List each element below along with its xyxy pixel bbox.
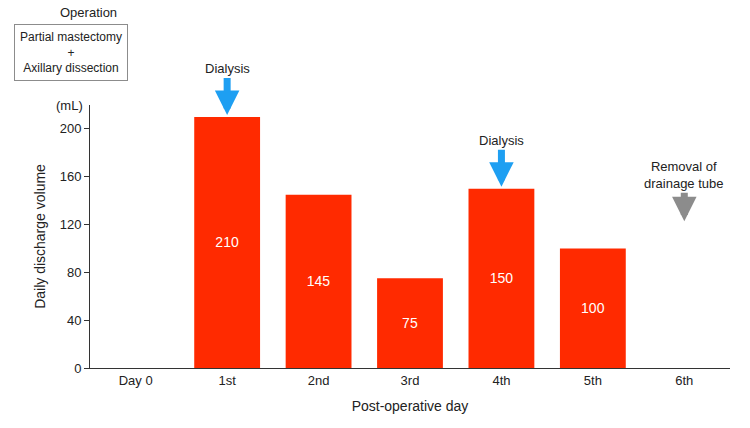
svg-text:160: 160 xyxy=(60,169,82,184)
svg-text:5th: 5th xyxy=(584,373,602,388)
svg-text:0: 0 xyxy=(74,361,81,376)
svg-text:2nd: 2nd xyxy=(308,373,330,388)
svg-text:200: 200 xyxy=(60,121,82,136)
svg-text:Dialysis: Dialysis xyxy=(205,61,250,76)
svg-text:75: 75 xyxy=(402,315,418,331)
svg-text:6th: 6th xyxy=(675,373,693,388)
svg-text:80: 80 xyxy=(67,265,81,280)
svg-text:210: 210 xyxy=(215,234,239,250)
svg-text:145: 145 xyxy=(307,273,331,289)
svg-text:Partial mastectomy+Axillary di: Partial mastectomy+Axillary dissection xyxy=(20,30,122,75)
svg-text:Removal ofdrainage tube: Removal ofdrainage tube xyxy=(644,159,724,191)
svg-text:Day 0: Day 0 xyxy=(119,373,153,388)
svg-text:100: 100 xyxy=(581,300,605,316)
svg-text:Daily discharge volume: Daily discharge volume xyxy=(32,164,48,309)
svg-text:1st: 1st xyxy=(218,373,236,388)
svg-text:150: 150 xyxy=(490,270,514,286)
svg-text:Dialysis: Dialysis xyxy=(479,133,524,148)
svg-text:3rd: 3rd xyxy=(401,373,420,388)
svg-text:4th: 4th xyxy=(492,373,510,388)
svg-text:Operation: Operation xyxy=(60,5,117,20)
svg-text:Post-operative day: Post-operative day xyxy=(352,398,469,414)
svg-text:120: 120 xyxy=(60,217,82,232)
svg-text:40: 40 xyxy=(67,313,81,328)
svg-text:(mL): (mL) xyxy=(56,98,83,113)
